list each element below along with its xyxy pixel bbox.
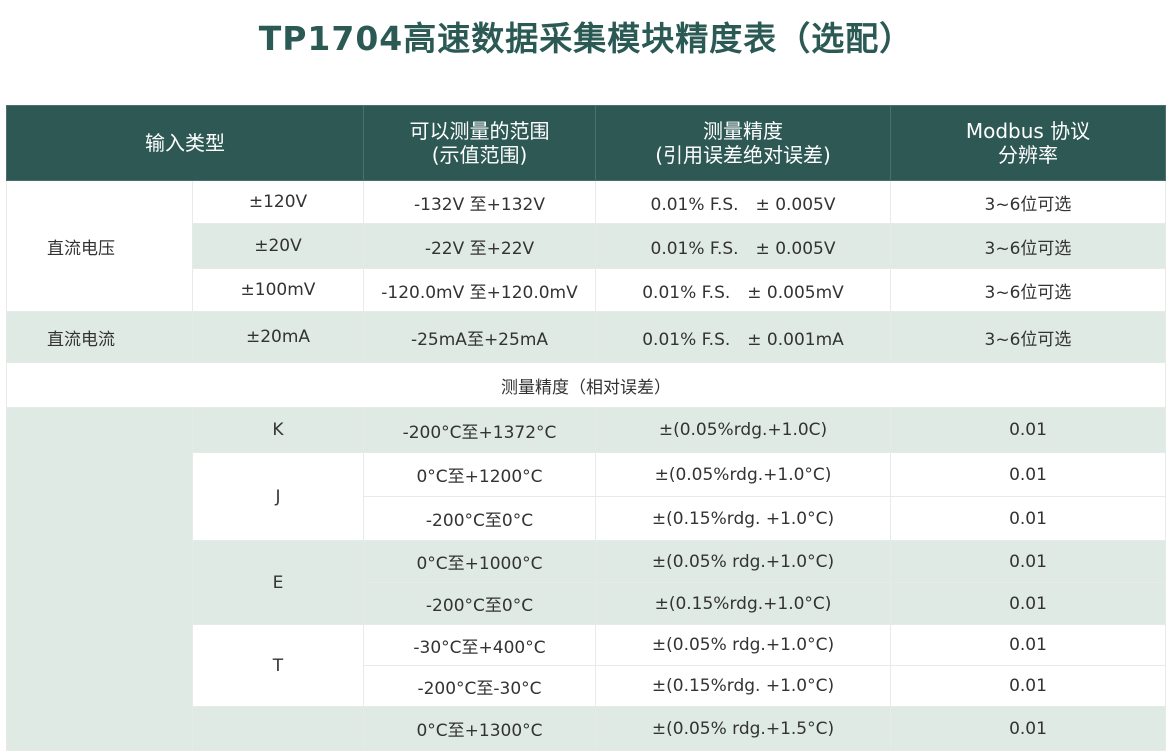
section-row: 测量精度（相对误差） xyxy=(6,362,1166,408)
page-title: TP1704高速数据采集模块精度表（选配） xyxy=(258,19,914,58)
cell-accuracy: 0.01% F.S. ± 0.005V xyxy=(595,223,891,269)
cell-range: ±120V xyxy=(192,180,364,224)
cell-type: K xyxy=(192,407,364,453)
cell-resolution: 0.01 xyxy=(890,624,1166,666)
cell-display: 0°C至+1000°C xyxy=(363,540,596,583)
cell-resolution: 0.01 xyxy=(890,496,1166,541)
cell-range: ±100mV xyxy=(192,268,364,312)
cell-resolution: 0.01 xyxy=(890,706,1166,751)
cell-accuracy: ±(0.05% rdg.+1.5°C) xyxy=(595,706,891,751)
cell-type: J xyxy=(192,452,364,541)
cell-accuracy: ±(0.15%rdg. +1.0°C) xyxy=(595,496,891,541)
cell-display: -200°C至0°C xyxy=(363,496,596,541)
cell-accuracy: 0.01% F.S. ± 0.001mA xyxy=(595,311,891,363)
cell-resolution: 0.01 xyxy=(890,407,1166,453)
cell-display: -200°C至0°C xyxy=(363,582,596,625)
cell-display: 0°C至+1300°C xyxy=(363,706,596,751)
cell-accuracy: ±(0.15%rdg. +1.0°C) xyxy=(595,665,891,707)
cell-type: E xyxy=(192,540,364,625)
cell-accuracy: 0.01% F.S. ± 0.005mV xyxy=(595,268,891,312)
cell-accuracy: ±(0.05%rdg.+1.0°C) xyxy=(595,452,891,497)
table-row: T -30°C至+400°C ±(0.05% rdg.+1.0°C) 0.01 xyxy=(7,624,1166,707)
cell-resolution: 0.01 xyxy=(890,452,1166,497)
cell-range: ±20mA xyxy=(192,311,364,363)
header-range: 可以测量的范围 (示值范围) xyxy=(363,105,596,181)
cell-accuracy: ±(0.05%rdg.+1.0C) xyxy=(595,407,891,453)
cell-resolution: 0.01 xyxy=(890,540,1166,583)
cell-display: 0°C至+1200°C xyxy=(363,452,596,497)
accuracy-table: 输入类型 可以测量的范围 (示值范围) 测量精度 (引用误差绝对误差) Modbus… xyxy=(6,105,1166,751)
table-row: -200°C至-30°C ±(0.15%rdg. +1.0°C) 0.01 xyxy=(7,665,1166,707)
cell-display: -132V 至+132V xyxy=(363,180,596,224)
table-row: E 0°C至+1000°C ±(0.05% rdg.+1.0°C) 0.01 xyxy=(7,540,1166,625)
cell-resolution: 3~6位可选 xyxy=(890,311,1166,363)
table-row: K -200°C至+1372°C ±(0.05%rdg.+1.0C) 0.01 xyxy=(6,407,1166,751)
cell-type xyxy=(192,706,364,751)
cell-resolution: 3~6位可选 xyxy=(890,223,1166,269)
section-label: 测量精度（相对误差） xyxy=(6,362,1166,408)
dc-voltage-label: 直流电压 xyxy=(6,180,193,312)
cell-display: -22V 至+22V xyxy=(363,223,596,269)
table-row: ±20V -22V 至+22V 0.01% F.S. ± 0.005V 3~6位… xyxy=(7,223,1166,269)
cell-accuracy: ±(0.05% rdg.+1.0°C) xyxy=(595,624,891,666)
cell-accuracy: ±(0.15%rdg.+1.0°C) xyxy=(595,582,891,625)
cell-display: -200°C至-30°C xyxy=(363,665,596,707)
header-modbus: Modbus 协议 分辨率 xyxy=(890,105,1166,181)
header-accuracy: 测量精度 (引用误差绝对误差) xyxy=(595,105,891,181)
header-input-type: 输入类型 xyxy=(6,105,364,181)
cell-display: -200°C至+1372°C xyxy=(363,407,596,453)
cell-resolution: 3~6位可选 xyxy=(890,268,1166,312)
table-row: 直流电压 ±120V -132V 至+132V 0.01% F.S. ± 0.0… xyxy=(6,180,1166,312)
table-row: 直流电流 ±20mA -25mA至+25mA 0.01% F.S. ± 0.00… xyxy=(6,311,1166,363)
cell-type: T xyxy=(192,624,364,707)
cell-accuracy: 0.01% F.S. ± 0.005V xyxy=(595,180,891,224)
cell-resolution: 3~6位可选 xyxy=(890,180,1166,224)
cell-range: ±20V xyxy=(192,223,364,269)
cell-resolution: 0.01 xyxy=(890,665,1166,707)
cell-display: -30°C至+400°C xyxy=(363,624,596,666)
dc-current-label: 直流电流 xyxy=(6,311,193,363)
cell-display: -25mA至+25mA xyxy=(363,311,596,363)
cell-resolution: 0.01 xyxy=(890,582,1166,625)
cell-display: -120.0mV 至+120.0mV xyxy=(363,268,596,312)
table-row: -200°C至0°C ±(0.15%rdg.+1.0°C) 0.01 xyxy=(7,582,1166,625)
thermocouple-label xyxy=(6,407,193,751)
table-row: ±100mV -120.0mV 至+120.0mV 0.01% F.S. ± 0… xyxy=(7,268,1166,312)
cell-accuracy: ±(0.05% rdg.+1.0°C) xyxy=(595,540,891,583)
table-header-row: 输入类型 可以测量的范围 (示值范围) 测量精度 (引用误差绝对误差) Modbus… xyxy=(6,105,1166,181)
